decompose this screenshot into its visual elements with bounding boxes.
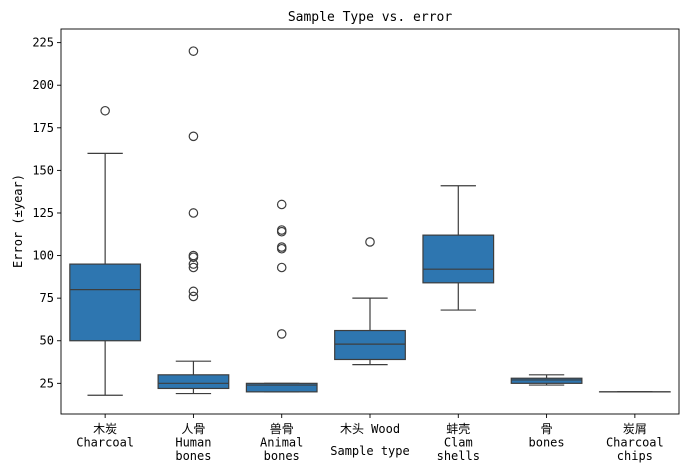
box-group [334, 237, 406, 366]
y-tick-label: 175 [32, 121, 54, 135]
x-tick-label: Animal [260, 436, 303, 450]
box-group [510, 374, 583, 386]
outlier-point [188, 262, 199, 273]
box [334, 329, 406, 361]
x-tick-label: shells [437, 449, 480, 463]
outlier-point [276, 199, 287, 210]
y-axis-label: Error (±year) [11, 174, 25, 268]
y-tick-label: 225 [32, 36, 54, 50]
x-tick-label: Charcoal [76, 436, 134, 450]
x-tick-label: bones [175, 449, 211, 463]
box-group [157, 46, 230, 395]
x-tick-label: Clam [444, 436, 473, 450]
outlier-point [188, 131, 199, 142]
outlier-point [188, 250, 199, 261]
x-tick-label: 人骨 [181, 422, 205, 436]
y-axis: 25 50 75 100 125 150 175 200 225 [32, 36, 61, 390]
y-tick-label: 150 [32, 163, 54, 177]
y-tick-label: 50 [40, 334, 54, 348]
outlier-point [188, 46, 199, 56]
outlier-point [276, 262, 287, 273]
x-tick-label: 骨 [541, 422, 553, 436]
y-tick-label: 125 [32, 206, 54, 220]
x-tick-label: bones [529, 436, 565, 450]
box [69, 263, 142, 342]
outlier-point [276, 242, 287, 252]
x-tick-label: chips [617, 449, 653, 463]
outlier-point [276, 225, 287, 235]
box-group [245, 199, 318, 393]
box-group [422, 185, 495, 311]
box [422, 234, 495, 284]
box [157, 374, 230, 390]
y-tick-label: 75 [40, 291, 54, 305]
x-tick-label: Charcoal [606, 436, 664, 450]
box [510, 377, 583, 384]
y-tick-label: 200 [32, 78, 54, 92]
box-group [69, 105, 142, 396]
outlier-point [365, 237, 375, 247]
plot-area [60, 28, 680, 415]
x-tick-label: Human [175, 436, 211, 450]
x-tick-label: 蚌壳 [446, 422, 470, 436]
chart-title: Sample Type vs. error [288, 10, 453, 25]
outlier-point [276, 329, 287, 339]
y-tick-label: 100 [32, 249, 54, 263]
outlier-point [188, 286, 199, 297]
y-tick-label: 25 [40, 376, 54, 390]
outlier-point [100, 105, 110, 116]
x-axis-label: Sample type [330, 444, 409, 458]
outlier-point [188, 208, 199, 218]
x-tick-label: bones [264, 449, 300, 463]
x-tick-label: 兽骨 [270, 422, 294, 436]
box [245, 382, 318, 393]
x-tick-label: 木头 Wood [340, 422, 400, 436]
x-tick-label: 炭屑 [623, 422, 647, 436]
x-tick-label: 木炭 [93, 422, 117, 436]
outlier-point [188, 291, 199, 302]
